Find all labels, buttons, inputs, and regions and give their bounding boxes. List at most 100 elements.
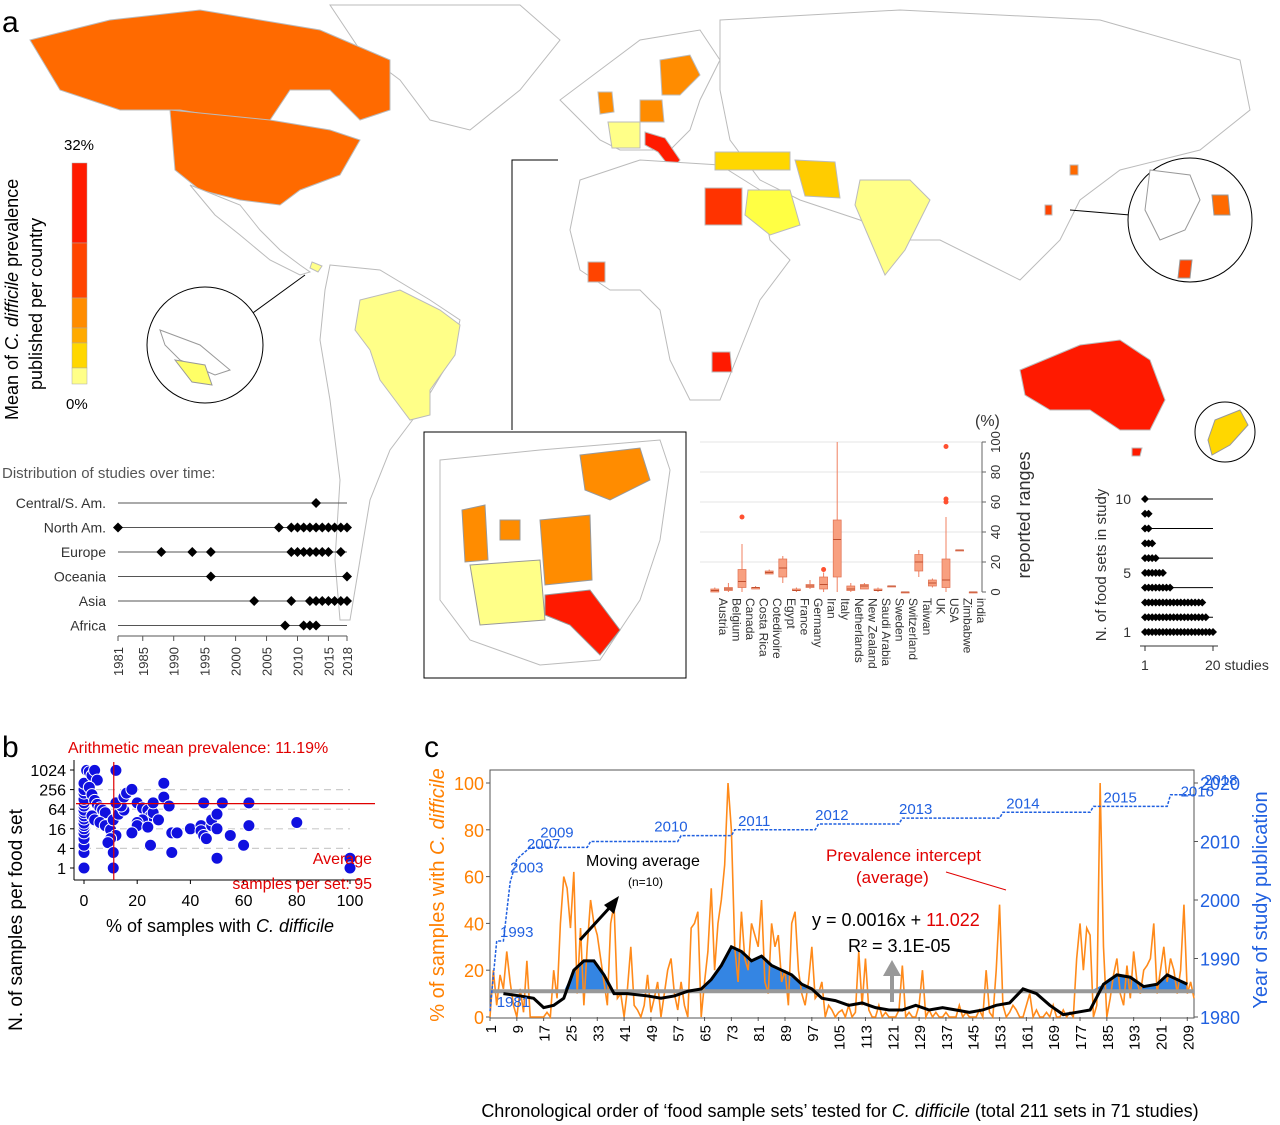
c-x-tick-label: 81 (751, 1025, 768, 1042)
c-x-tick-label: 169 (1046, 1025, 1063, 1050)
b-data-point (90, 773, 104, 787)
region-label: Asia (79, 593, 106, 609)
box-category-label: india (974, 598, 988, 624)
b-y-label: N. of samples per food set (6, 808, 27, 1030)
france (607, 121, 641, 149)
c-plot-frame (489, 769, 1195, 1019)
b-x-tick-label: 80 (288, 893, 306, 910)
c-intercept-pointer (945, 871, 1007, 891)
box-category-label: Italy (838, 598, 852, 620)
c-x-tick-label: 97 (805, 1025, 822, 1042)
c-x-tick-label: 57 (671, 1025, 688, 1042)
b-data-point (98, 806, 112, 820)
timeline-tick-label: 1995 (198, 647, 213, 676)
c-x-tick-label: 65 (698, 1025, 715, 1042)
box-y-tick-label: 20 (988, 555, 1003, 569)
b-data-point (210, 807, 224, 821)
study-marker (286, 522, 297, 533)
c-year-label: 2012 (815, 807, 848, 824)
box-y-label: reported ranges (1014, 451, 1034, 578)
b-data-point (157, 776, 171, 790)
region-label: Europe (61, 544, 106, 560)
foodset-y-tick-label: 10 (1115, 491, 1131, 507)
box-body (832, 519, 842, 578)
timeline-tick-label: 2015 (321, 647, 336, 676)
c-x-tick-label: 25 (563, 1025, 580, 1042)
c-x-tick-label: 145 (966, 1025, 983, 1050)
box-y-tick-label: 100 (988, 431, 1003, 453)
b-data-point (197, 796, 211, 810)
region-label: Central/S. Am. (16, 495, 106, 511)
c-intercept-label-1: Prevalence intercept (826, 846, 981, 865)
study-marker (342, 596, 352, 606)
c-x-tick-label: 161 (1019, 1025, 1036, 1050)
box-outlier (739, 514, 745, 520)
legend-min: 0% (66, 396, 88, 413)
c-y-left-tick-label: 0 (474, 1008, 484, 1028)
b-x-label: % of samples with C. difficile (106, 916, 334, 936)
c-y-left-tick-label: 20 (464, 961, 484, 981)
box-y-tick-label: 80 (988, 465, 1003, 479)
foodset-marker (1144, 509, 1153, 518)
box-category-label: New Zealand (865, 598, 879, 669)
map-legend: 32% 0% Mean of C. difficile prevalence p… (2, 137, 94, 420)
c-x-tick-label: 137 (939, 1025, 956, 1050)
b-y-tick-label: 1024 (30, 763, 66, 780)
c-y-right-tick-label: 2020 (1200, 774, 1240, 794)
box-y-tick-label: 60 (988, 495, 1003, 509)
c-y-right-tick-label: 2000 (1200, 891, 1240, 911)
b-data-point (242, 819, 256, 833)
foodset-y-tick-label: 5 (1123, 565, 1131, 581)
box-y-tick-label: 40 (988, 525, 1003, 539)
study-marker (298, 522, 309, 533)
c-x-tick-label: 49 (644, 1025, 661, 1042)
study-marker (304, 547, 315, 557)
box-category-label: Costa Rica (757, 598, 771, 657)
b-data-point (125, 826, 139, 840)
study-marker (323, 522, 334, 533)
uk (597, 91, 615, 115)
study-marker (304, 522, 315, 533)
b-data-point (125, 782, 139, 796)
b-data-point (165, 845, 179, 859)
timeline-tick-label: 2005 (260, 647, 275, 676)
study-marker (205, 547, 216, 557)
study-marker (317, 547, 328, 557)
timeline-tick-label: 1985 (136, 647, 151, 676)
study-marker (323, 547, 334, 557)
mexico (189, 184, 312, 276)
study-marker (205, 571, 216, 582)
box-body (737, 569, 747, 588)
box-category-label: Zimbabwe (961, 598, 975, 654)
timeline-title: Distribution of studies over time: (2, 465, 215, 482)
c-year-label: 2016 (1181, 784, 1214, 801)
c-x-tick-label: 33 (590, 1025, 607, 1042)
b-data-point (199, 832, 213, 846)
scandinavia (659, 54, 701, 96)
box-body (860, 584, 869, 590)
c-y-left-tick-label: 60 (464, 868, 484, 888)
box-category-label: Taiwan (920, 598, 934, 635)
study-marker (187, 547, 198, 557)
timeline-tick-label: 2010 (290, 647, 305, 676)
c-y-right-tick-label: 2010 (1200, 833, 1240, 853)
box-category-label: Netherlands (852, 598, 866, 663)
b-data-point (223, 828, 237, 842)
timeline-tick-label: 2000 (229, 647, 244, 676)
b-x-tick-label: 0 (80, 893, 89, 910)
box-category-label: Belgium (729, 598, 743, 641)
box-category-label: Iran (825, 598, 839, 619)
b-data-point (210, 851, 224, 865)
c-year-step-line (489, 793, 1194, 1012)
c-ma-arrowhead (604, 896, 619, 914)
box-category-label: UK (933, 598, 947, 615)
c-y-left-tick-label: 100 (454, 774, 484, 794)
legend-title-line1: Mean of C. difficile prevalence (2, 179, 22, 420)
study-marker (298, 547, 309, 557)
study-marker (311, 596, 322, 606)
study-marker (323, 596, 334, 606)
c-year-label: 2013 (899, 801, 932, 818)
foodset-y-tick-label: 1 (1123, 624, 1131, 640)
box-outlier (821, 567, 827, 572)
b-average-label-1: Average (313, 851, 372, 868)
